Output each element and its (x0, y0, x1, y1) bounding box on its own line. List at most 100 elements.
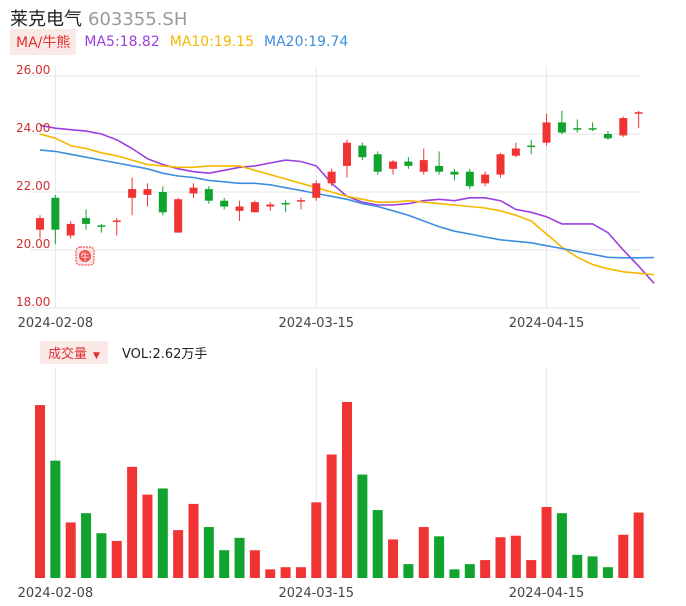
candlestick (527, 139, 536, 155)
candlestick (511, 142, 520, 158)
volume-bar (587, 556, 598, 578)
volume-bar (449, 569, 460, 578)
candlestick (419, 148, 428, 175)
volume-bar (572, 554, 583, 578)
ma5-label: MA5:18.82 (84, 34, 160, 50)
candlestick (573, 119, 582, 133)
bull-bear-marker-icon[interactable]: 牛 (75, 246, 95, 266)
candlestick (450, 168, 459, 181)
candlestick (619, 116, 628, 137)
ma20-line (39, 149, 655, 259)
volume-bar (342, 402, 352, 578)
ma20-label: MA20:19.74 (264, 34, 349, 50)
volume-bar (203, 527, 214, 578)
x-tick-label: 2024-04-15 (509, 316, 585, 331)
candlestick (281, 200, 290, 213)
candlestick (343, 139, 351, 178)
candlestick (51, 194, 60, 245)
volume-indicator-dropdown[interactable]: 成交量 ▼ (40, 340, 108, 364)
candlestick (634, 110, 643, 129)
x-tick-label: 2024-02-08 (18, 316, 94, 331)
candlestick (220, 197, 229, 210)
ma10-line (39, 133, 655, 276)
candlestick (112, 218, 121, 236)
y-tick-label: 24.00 (16, 121, 50, 135)
x-tick-label: 2024-02-08 (18, 586, 94, 601)
candlestick (588, 122, 597, 132)
volume-bar (495, 537, 506, 578)
candlestick (465, 168, 474, 190)
volume-bar (418, 527, 429, 578)
stock-name: 莱克电气 (10, 9, 82, 30)
volume-bar (326, 454, 337, 578)
candlestick (174, 197, 183, 233)
volume-bar (372, 510, 383, 578)
candlestick (557, 110, 566, 134)
volume-bar (188, 503, 199, 578)
y-tick-label: 20.00 (16, 237, 50, 251)
svg-text:牛: 牛 (80, 251, 89, 263)
candlestick (82, 209, 91, 230)
volume-legend: 成交量 ▼ VOL:2.62万手 (40, 340, 208, 364)
candlestick (496, 152, 505, 178)
candlestick (235, 200, 244, 221)
volume-bar (35, 405, 45, 578)
candlestick (542, 113, 551, 146)
candlestick (204, 186, 213, 204)
volume-bar (265, 569, 276, 578)
ma-indicator-tab[interactable]: MA/牛熊 (10, 29, 77, 55)
volume-bar (280, 567, 291, 578)
candlesticks (36, 110, 643, 245)
volume-bar (127, 466, 138, 578)
volume-bar (234, 537, 245, 578)
candlestick (603, 131, 612, 140)
grid-lines (30, 66, 640, 578)
volume-bar (157, 488, 168, 578)
volume-bar (526, 560, 537, 578)
volume-bar (403, 564, 414, 578)
volume-bar (249, 550, 260, 578)
volume-bar (357, 474, 368, 578)
y-tick-label: 26.00 (16, 63, 50, 77)
candlestick (36, 215, 44, 239)
volume-bar (142, 494, 153, 578)
volume-indicator-label: 成交量 (48, 346, 88, 362)
volume-bar (633, 512, 644, 578)
candlestick (389, 160, 398, 175)
stock-title: 莱克电气 603355.SH (10, 5, 187, 31)
volume-bar (50, 460, 61, 578)
candlestick (312, 180, 321, 201)
x-tick-label: 2024-04-15 (509, 586, 585, 601)
candlestick (373, 151, 382, 175)
volume-bar (434, 536, 445, 578)
x-tick-label: 2024-03-15 (279, 586, 355, 601)
candlestick (128, 177, 137, 216)
y-tick-label: 18.00 (16, 295, 50, 309)
volume-bar (311, 502, 322, 578)
volume-bar (464, 564, 475, 578)
candlestick (266, 202, 275, 211)
volume-bar (111, 540, 122, 578)
candlestick (435, 151, 444, 175)
volume-value: VOL:2.62万手 (121, 346, 208, 362)
caret-down-icon: ▼ (93, 350, 100, 361)
volume-bar (602, 567, 613, 578)
candlestick (481, 171, 490, 187)
ma-legend: MA/牛熊 MA5:18.82 MA10:19.15 MA20:19.74 (10, 29, 358, 55)
candlestick (189, 183, 198, 198)
ma10-label: MA10:19.15 (169, 34, 255, 50)
volume-bar (173, 530, 184, 578)
volume-bar (295, 567, 306, 578)
candlestick (158, 186, 167, 216)
volume-bar (618, 534, 629, 578)
x-tick-label: 2024-03-15 (279, 316, 355, 331)
candlestick (97, 223, 106, 233)
volume-bar (219, 550, 230, 578)
volume-bars (35, 402, 644, 578)
volume-bar (480, 560, 491, 578)
axis-labels: 18.00 20.00 22.00 24.00 26.00 2024-02-08 2024-… (16, 63, 584, 601)
candlestick (404, 157, 413, 169)
volume-bar (388, 539, 399, 578)
candlestick (296, 197, 305, 210)
